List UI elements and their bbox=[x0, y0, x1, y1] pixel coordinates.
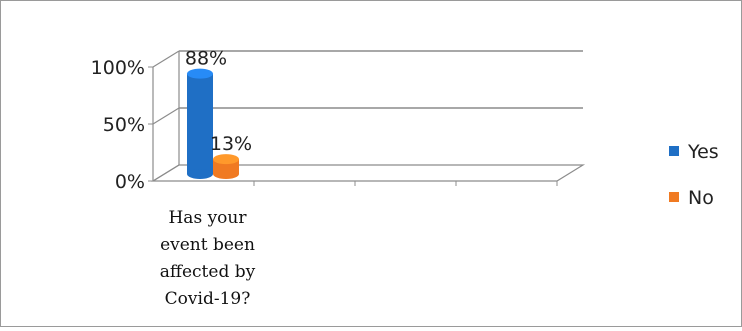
gridlines bbox=[152, 50, 583, 182]
category-labels: Has your event been affected by Covid-19? bbox=[160, 208, 256, 309]
bar-top bbox=[213, 154, 239, 165]
category-label-line: affected by bbox=[160, 262, 256, 282]
gridline-side bbox=[152, 107, 180, 125]
gridline-side bbox=[152, 50, 180, 68]
y-tick-label: 50% bbox=[103, 114, 145, 136]
data-labels: 88% 13% bbox=[185, 48, 252, 155]
bar-base bbox=[187, 169, 213, 179]
category-label-line: event been bbox=[160, 235, 255, 255]
legend-swatch-yes bbox=[669, 146, 679, 156]
bar-base bbox=[213, 169, 239, 179]
bar-no bbox=[213, 154, 239, 179]
data-label-no: 13% bbox=[210, 133, 252, 155]
bar-top bbox=[187, 68, 213, 79]
y-axis-ticks: 0% 50% 100% bbox=[91, 57, 558, 193]
bar-body bbox=[187, 73, 213, 174]
legend-swatch-no bbox=[669, 192, 679, 202]
bars bbox=[187, 68, 239, 179]
y-tick-label: 100% bbox=[91, 57, 145, 79]
legend-label-yes: Yes bbox=[687, 141, 719, 163]
chart-svg: 0% 50% 100% 88% 13% Has your event been affec… bbox=[91, 48, 719, 309]
gridline-side bbox=[152, 164, 180, 182]
category-label-line: Covid-19? bbox=[165, 289, 251, 309]
legend: Yes No bbox=[669, 141, 719, 209]
y-tick-label: 0% bbox=[115, 171, 145, 193]
bar-yes bbox=[187, 68, 213, 179]
legend-label-no: No bbox=[688, 187, 714, 209]
category-label-line: Has your bbox=[168, 208, 247, 228]
data-label-yes: 88% bbox=[185, 48, 227, 70]
